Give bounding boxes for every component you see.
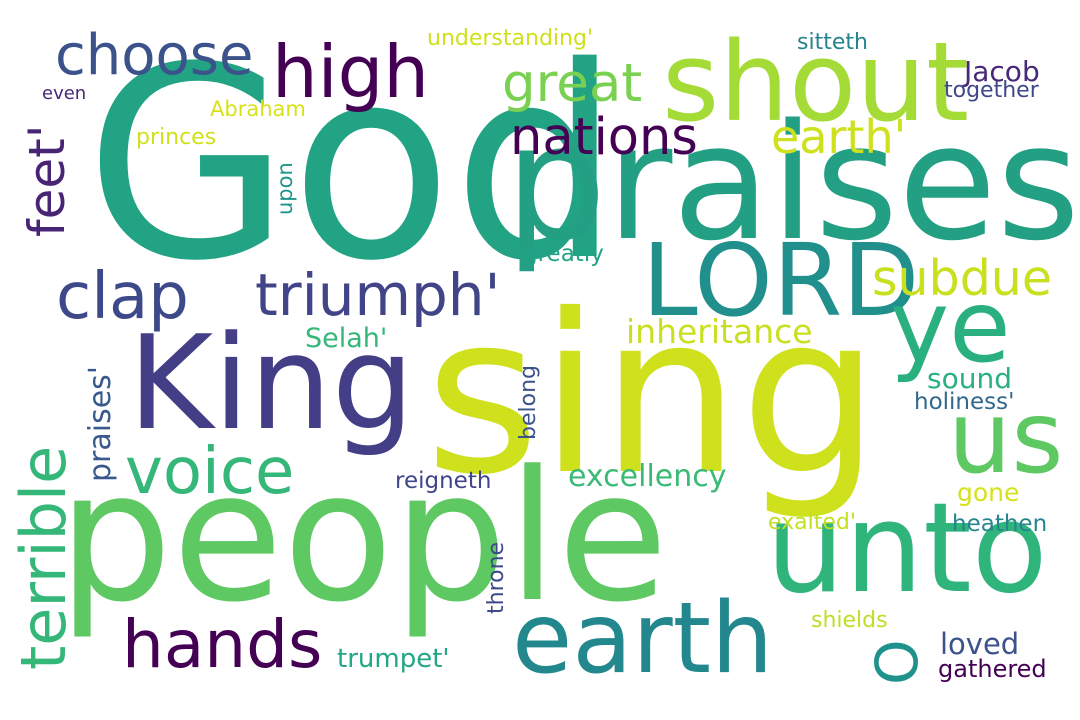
word-earth2: earth' [771, 110, 907, 164]
word-o: O [863, 639, 931, 685]
word-us: us [948, 379, 1064, 496]
word-praises: praises [505, 89, 1080, 276]
word-terrible: terrible [7, 445, 80, 670]
word-exalted: exalted' [768, 510, 856, 535]
word-loved: loved [940, 627, 1020, 661]
word-people: people [58, 433, 669, 642]
word-belong: belong [516, 365, 541, 440]
word-trumpet: trumpet' [337, 644, 450, 674]
word-triumph: triumph' [255, 261, 501, 329]
word-shout: shout [662, 18, 970, 146]
word-selah: Selah' [305, 323, 388, 354]
word-hands: hands [122, 606, 323, 683]
word-greatly: greatly [523, 241, 604, 267]
word-sitteth: sitteth [797, 30, 868, 55]
word-shields: shields [811, 608, 888, 633]
word-sing: sing [425, 267, 880, 523]
word-earth: earth [512, 582, 774, 696]
word-unto: unto [766, 477, 1048, 621]
word-inheritance: inheritance [626, 312, 813, 351]
word-excellency: excellency [568, 459, 727, 494]
word-understanding: understanding' [427, 26, 593, 51]
word-even: even [42, 83, 87, 104]
word-nations: nations [510, 108, 698, 167]
word-lord: LORD [642, 222, 920, 339]
word-great: great [502, 53, 643, 114]
word-heathen: heathen [952, 511, 1048, 537]
word-gathered: gathered [938, 655, 1047, 683]
word-jacob: Jacob [964, 55, 1040, 88]
word-choose: choose [55, 23, 254, 88]
word-feet: feet' [18, 124, 76, 237]
word-high: high [272, 30, 429, 114]
word-throne: throne [484, 541, 509, 614]
word-together: together [944, 78, 1039, 103]
word-sound: sound [927, 362, 1012, 395]
word-princes: princes [136, 125, 217, 150]
word-god: God [85, 11, 621, 319]
word-ye: ye [890, 268, 1011, 385]
word-abraham: Abraham [210, 97, 306, 121]
word-upon: upon [273, 162, 297, 215]
word-clap: clap [56, 260, 189, 334]
word-subdue: subdue [872, 250, 1052, 307]
word-reigneth: reigneth [395, 468, 492, 494]
word-holiness: holiness' [914, 389, 1015, 415]
word-king: King [128, 307, 415, 459]
word-gone: gone [957, 478, 1020, 507]
word-praises2: praises' [83, 365, 118, 482]
word-voice: voice [125, 435, 295, 509]
